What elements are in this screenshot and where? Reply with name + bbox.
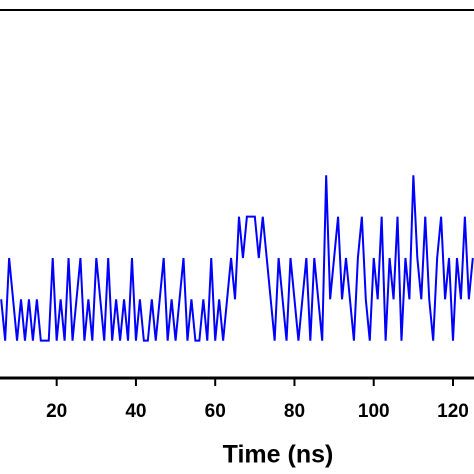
data-line	[0, 175, 474, 342]
x-tick-label: 100	[358, 401, 390, 422]
x-tick-label: 20	[46, 401, 67, 422]
x-axis-label: Time (ns)	[223, 441, 334, 469]
x-tick-label: 120	[437, 401, 469, 422]
x-tick-label: 40	[125, 401, 146, 422]
x-tick-label: 80	[284, 401, 305, 422]
x-tick-label: 60	[205, 401, 226, 422]
